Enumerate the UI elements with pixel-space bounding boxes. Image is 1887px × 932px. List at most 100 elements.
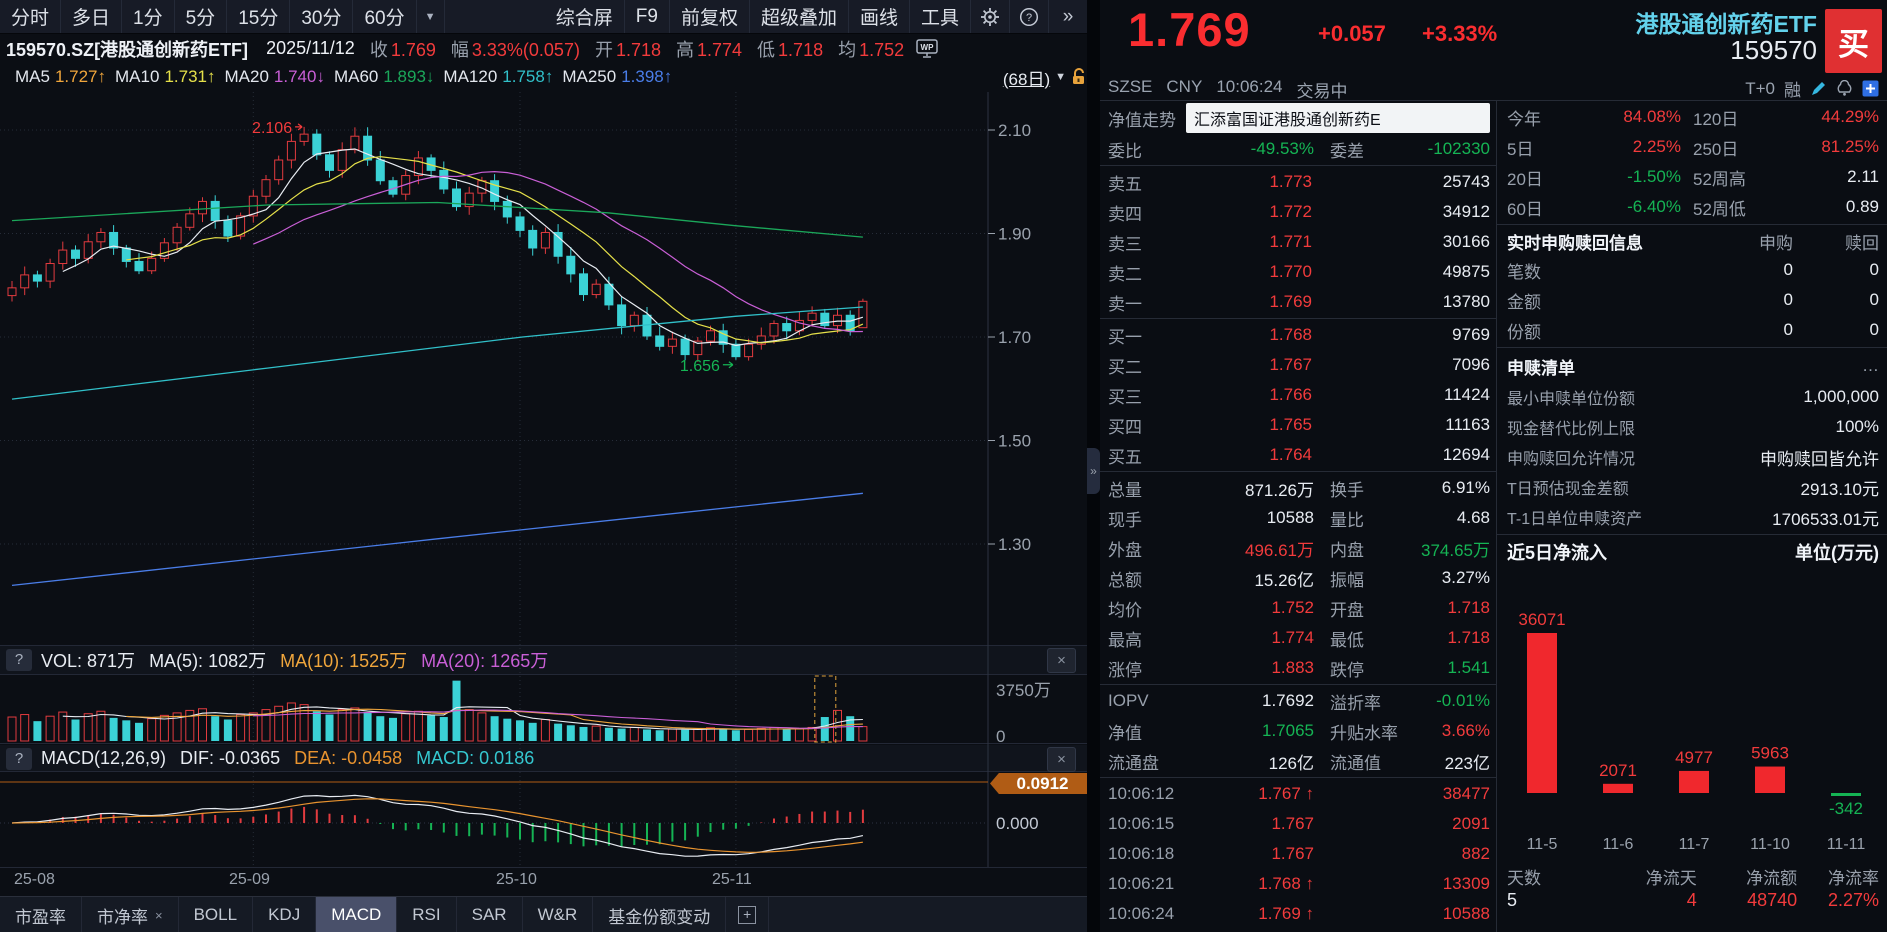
perf-value: 2.11 [1847,167,1879,186]
svg-text:1.50: 1.50 [998,432,1031,451]
ma-legend-bar: MA5 1.727↑ MA10 1.731↑ MA20 1.740↓ MA60 1.893↓ M… [0,63,1093,91]
bid-row-买二[interactable]: 买二 1.767 7096 [1108,350,1490,380]
col-redeem: 赎回 [1845,233,1879,253]
field-value-均: 1.752 [859,39,905,60]
period-dropdown-caret-icon[interactable]: ▼ [417,0,445,33]
weibi-row: 委比 -49.53% 委差 -102330 [1108,134,1490,164]
svg-text:3750万: 3750万 [996,681,1051,700]
toolbar-button-前复权[interactable]: 前复权 [670,0,750,33]
indicator-tab-KDJ[interactable]: KDJ [253,897,317,932]
perf-label: 52周高 [1693,169,1746,189]
stat-value: 126亿 [1268,753,1314,773]
indicator-tab-SAR[interactable]: SAR [457,897,523,932]
stats-row: 均价 1.752 开盘 1.718 [1108,593,1490,623]
bid-row-买三[interactable]: 买三 1.766 11424 [1108,380,1490,410]
tick-qty: 38477 [1442,784,1490,803]
ss-value: 申购赎回皆允许 [1760,449,1879,469]
instrument-code: 159570.SZ[港股通创新药ETF] [6,39,249,60]
ask-row-卖五[interactable]: 卖五 1.773 25743 [1108,167,1490,197]
tplus-badge: T+0 [1745,78,1775,98]
toolbar-button-画线[interactable]: 画线 [849,0,910,33]
wp-monitor-icon[interactable]: WP [916,39,938,58]
bid-row-买一[interactable]: 买一 1.768 9769 [1108,320,1490,350]
tick-qty: 10588 [1442,904,1490,923]
tick-qty: 882 [1461,844,1490,863]
ma-label-MA10: MA10 [115,67,160,86]
ma-value-MA120: 1.758↑ [502,67,554,86]
indicator-tab-市净率[interactable]: 市净率 × [82,897,179,932]
tick-qty: 13309 [1442,874,1490,893]
edit-icon[interactable] [1810,80,1827,97]
stat-value: 3.27% [1441,568,1490,587]
gear-icon[interactable] [971,0,1010,33]
alert-bell-icon[interactable] [1836,80,1853,97]
flow-footer-净流额: 净流额 48740 [1746,869,1798,910]
buy-button[interactable]: 买 [1825,9,1882,73]
trade-date: 2025/11/12 [266,38,355,58]
panel-collapse-handle[interactable]: » [1087,448,1100,494]
more-chevrons-icon[interactable]: » [1062,5,1074,27]
ask-row-卖四[interactable]: 卖四 1.772 34912 [1108,197,1490,227]
quote-panel: 1.769 +0.057 +3.33% 港股通创新药ETF 159570 买 S… [1100,0,1887,932]
indicator-tab-RSI[interactable]: RSI [397,897,457,932]
indicator-tab-BOLL[interactable]: BOLL [179,897,254,932]
level-label: 卖四 [1108,204,1142,224]
indicator-tab-市盈率[interactable]: 市盈率 [0,897,82,932]
ask-row-卖三[interactable]: 卖三 1.771 30166 [1108,227,1490,257]
stat-label: IOPV [1108,691,1149,710]
stat-label: 跌停 [1330,660,1364,680]
fund-name-box[interactable]: 汇添富国证港股通创新药E [1186,103,1490,133]
ma-value-MA250: 1.398↑ [621,67,673,86]
add-icon[interactable] [1862,80,1879,97]
time-and-sales[interactable]: 10:06:12 1.767 ↑ 38477 10:06:15 1.767 2091 10:… [1108,779,1490,929]
svg-text:11-5: 11-5 [1527,836,1558,853]
bid-row-买四[interactable]: 买四 1.765 11163 [1108,410,1490,440]
level-label: 卖一 [1108,294,1142,314]
chart-period[interactable]: (68日) [1002,69,1051,89]
bid-levels: 买一 1.768 9769 买二 1.767 7096 买三 1.766 11424 买四 1.76… [1108,320,1490,470]
stat-value: 3.66% [1441,721,1490,740]
perf-value: -6.40% [1627,197,1681,216]
toolbar-button-F9[interactable]: F9 [625,0,670,33]
indicator-tab-W&R[interactable]: W&R [523,897,594,932]
period-tab-分时[interactable]: 分时 [0,0,62,33]
more-icon[interactable]: … [1862,356,1879,375]
volume-help-icon[interactable]: ? [6,648,32,671]
period-tab-60分[interactable]: 60分 [353,0,417,33]
toolbar-button-超级叠加[interactable]: 超级叠加 [750,0,849,33]
toolbar-button-工具[interactable]: 工具 [910,0,971,33]
add-indicator-icon[interactable]: + [726,897,770,932]
ask-row-卖一[interactable]: 卖一 1.769 13780 [1108,287,1490,317]
volume-pane-close-icon[interactable]: × [1047,648,1076,673]
macd-pane-header: ? MACD(12,26,9) DIF: -0.0365 DEA: -0.045… [0,745,1087,772]
tick-row: 10:06:12 1.767 ↑ 38477 [1108,779,1490,809]
indicator-tab-基金份额变动[interactable]: 基金份额变动 [593,897,727,932]
stat-label: 升贴水率 [1330,723,1398,743]
period-caret-icon[interactable]: ▼ [1055,71,1066,83]
period-tab-30分[interactable]: 30分 [290,0,354,33]
rt-subscribe-value: 0 [1783,260,1793,279]
period-tab-15分[interactable]: 15分 [227,0,291,33]
toolbar-button-综合屏[interactable]: 综合屏 [545,0,625,33]
lock-icon[interactable] [1071,68,1087,86]
tab-close-icon[interactable]: × [155,907,163,923]
ma-label-MA250: MA250 [562,67,617,86]
ma-label-MA120: MA120 [443,67,498,86]
candlestick-chart[interactable]: 2.10 1.90 1.70 1.50 1.30 2.106 1.656 3750万 0 0.00… [0,92,1087,897]
macd-pane-close-icon[interactable]: × [1047,747,1076,772]
stat-label: 最低 [1330,630,1364,650]
ss-value: 100% [1835,417,1879,436]
weicha-value: -102330 [1427,139,1490,158]
nav-tab-label[interactable]: 净值走势 [1108,110,1176,130]
period-tab-5分[interactable]: 5分 [175,0,228,33]
period-tab-1分[interactable]: 1分 [122,0,175,33]
level-label: 买四 [1108,417,1142,437]
period-tab-多日[interactable]: 多日 [61,0,123,33]
ask-row-卖二[interactable]: 卖二 1.770 49875 [1108,257,1490,287]
bid-row-买五[interactable]: 买五 1.764 12694 [1108,440,1490,470]
macd-help-icon[interactable]: ? [6,747,32,770]
indicator-tab-MACD[interactable]: MACD [316,897,398,932]
stat-value: 1.7065 [1262,721,1314,740]
help-icon[interactable]: ? [1010,0,1049,33]
rt-redeem-value: 0 [1869,320,1879,339]
